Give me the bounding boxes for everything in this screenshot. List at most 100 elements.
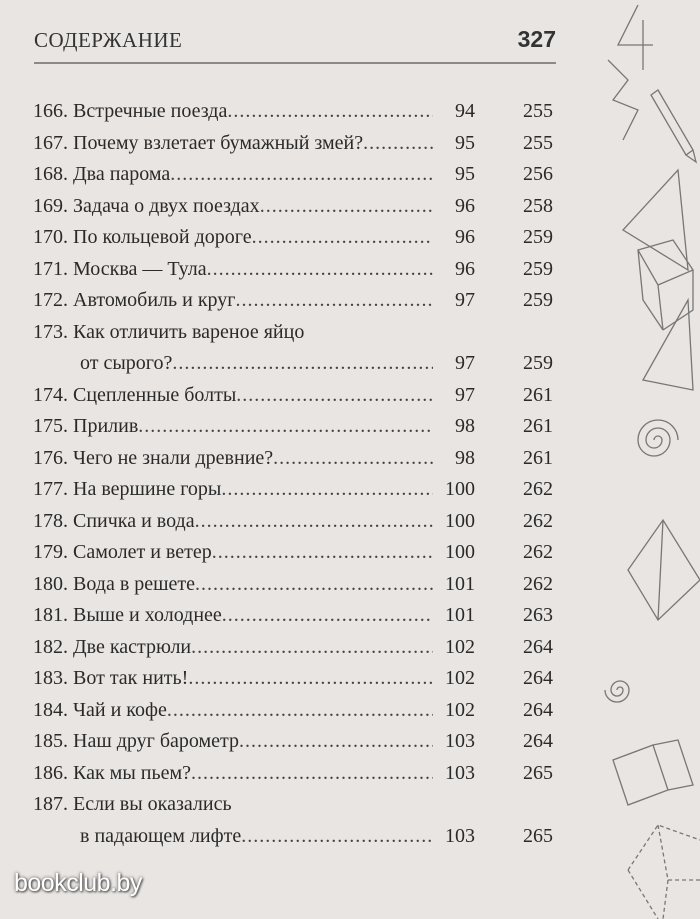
toc-entry: 176. Чего не знали древние?.............… bbox=[33, 446, 553, 478]
entry-title: 167. Почему взлетает бумажный змей? bbox=[33, 131, 364, 154]
answer-page: 264 bbox=[523, 667, 553, 689]
problem-page: 95 bbox=[455, 163, 475, 185]
answer-page: 264 bbox=[523, 730, 553, 752]
answer-page: 261 bbox=[523, 383, 553, 406]
answer-page: 264 bbox=[523, 635, 553, 658]
toc-entry: 173. Как отличить вареное яйцо bbox=[33, 320, 553, 352]
table-of-contents: 166. Встречные поезда...................… bbox=[33, 99, 553, 855]
problem-page: 96 bbox=[455, 226, 475, 248]
entry-title: 180. Вода в решете bbox=[33, 572, 196, 595]
small-spiral-doodle bbox=[604, 680, 630, 703]
entry-title: 179. Самолет и ветер bbox=[33, 541, 212, 563]
pyramid-doodle bbox=[627, 518, 700, 622]
problem-page: 100 bbox=[445, 509, 475, 532]
running-title: СОДЕРЖАНИЕ bbox=[34, 28, 183, 52]
answer-page: 265 bbox=[523, 761, 553, 784]
toc-entry: 179. Самолет и ветер....................… bbox=[33, 540, 553, 572]
entry-title: 187. Если вы оказались bbox=[33, 793, 232, 815]
spiral-doodle bbox=[637, 419, 679, 457]
entry-title: 177. На вершине горы bbox=[33, 478, 222, 500]
toc-entry: 167. Почему взлетает бумажный змей?.....… bbox=[33, 131, 553, 163]
answer-page: 262 bbox=[523, 509, 553, 532]
problem-page: 103 bbox=[445, 761, 475, 784]
problem-page: 102 bbox=[445, 698, 475, 721]
problem-page: 97 bbox=[455, 289, 475, 311]
dot-leader: ........................................… bbox=[191, 635, 433, 658]
problem-page: 97 bbox=[455, 352, 475, 374]
answer-page: 261 bbox=[523, 415, 553, 437]
answer-page: 261 bbox=[523, 446, 553, 469]
problem-page: 96 bbox=[455, 257, 475, 280]
dot-leader: ........................................… bbox=[251, 226, 433, 248]
entry-title: 174. Сцепленные болты bbox=[33, 383, 237, 406]
entry-title: 176. Чего не знали древние? bbox=[33, 446, 274, 469]
dot-leader: ........................................… bbox=[172, 352, 433, 374]
answer-page: 256 bbox=[523, 163, 553, 185]
dot-leader: ........................................… bbox=[273, 446, 433, 469]
dot-leader: ........................................… bbox=[166, 698, 433, 721]
problem-page: 100 bbox=[445, 541, 475, 563]
entry-title: в падающем лифте bbox=[80, 824, 242, 847]
answer-page: 255 bbox=[523, 100, 553, 122]
dot-leader: ........................................… bbox=[236, 383, 433, 406]
dot-leader: ........................................… bbox=[138, 415, 433, 437]
toc-entry: 178. Спичка и вода......................… bbox=[33, 509, 553, 541]
entry-title: 170. По кольцевой дороге bbox=[33, 226, 252, 248]
dot-leader: ........................................… bbox=[194, 509, 433, 532]
entry-title: 168. Два парома bbox=[33, 163, 171, 185]
polyhedron-doodle bbox=[627, 824, 700, 919]
entry-title: 186. Как мы пьем? bbox=[33, 761, 191, 784]
dot-leader: ........................................… bbox=[170, 163, 433, 185]
entry-title: 166. Встречные поезда bbox=[33, 100, 228, 122]
toc-entry-continuation: в падающем лифте........................… bbox=[33, 824, 553, 856]
entry-title: 175. Прилив bbox=[33, 415, 139, 437]
answer-page: 259 bbox=[523, 289, 553, 311]
toc-entry: 181. Выше и холоднее....................… bbox=[33, 603, 553, 635]
dot-leader: ........................................… bbox=[363, 131, 433, 154]
dot-leader: ........................................… bbox=[241, 824, 433, 847]
entry-title: 173. Как отличить вареное яйцо bbox=[33, 320, 305, 343]
problem-page: 103 bbox=[445, 730, 475, 752]
zigzag-doodle bbox=[607, 59, 639, 141]
page-number: 327 bbox=[517, 26, 556, 52]
triangle-doodle bbox=[621, 168, 689, 272]
answer-page: 255 bbox=[523, 131, 553, 154]
dot-leader: ........................................… bbox=[188, 667, 433, 689]
toc-entry: 184. Чай и кофе.........................… bbox=[33, 698, 553, 730]
dot-leader: ........................................… bbox=[259, 194, 433, 217]
answer-page: 264 bbox=[523, 698, 553, 721]
entry-title: от сырого? bbox=[80, 352, 173, 374]
toc-entry: 168. Два парома.........................… bbox=[33, 162, 553, 194]
toc-entry: 180. Вода в решете......................… bbox=[33, 572, 553, 604]
problem-page: 100 bbox=[445, 478, 475, 500]
toc-entry: 177. На вершине горы....................… bbox=[33, 477, 553, 509]
answer-page: 262 bbox=[523, 478, 553, 500]
toc-entry: 171. Москва — Тула......................… bbox=[33, 257, 553, 289]
toc-entry: 175. Прилив.............................… bbox=[33, 414, 553, 446]
toc-entry: 174. Сцепленные болты...................… bbox=[33, 383, 553, 415]
toc-entry: 170. По кольцевой дороге................… bbox=[33, 225, 553, 257]
dot-leader: ........................................… bbox=[221, 478, 433, 500]
dot-leader: ........................................… bbox=[191, 761, 433, 784]
pencil-icon bbox=[650, 89, 698, 164]
answer-page: 259 bbox=[523, 257, 553, 280]
dot-leader: ........................................… bbox=[239, 730, 433, 752]
entry-title: 181. Выше и холоднее bbox=[33, 604, 222, 626]
toc-entry: 186. Как мы пьем?.......................… bbox=[33, 761, 553, 793]
page-header: СОДЕРЖАНИЕ 327 bbox=[34, 26, 556, 56]
problem-page: 95 bbox=[455, 131, 475, 154]
entry-title: 172. Автомобиль и круг bbox=[33, 289, 236, 311]
dot-leader: ........................................… bbox=[227, 100, 433, 122]
problem-page: 97 bbox=[455, 383, 475, 406]
entry-title: 182. Две кастрюли bbox=[33, 635, 192, 658]
dot-leader: ........................................… bbox=[195, 572, 433, 595]
dot-leader: ........................................… bbox=[235, 289, 433, 311]
number-four-doodle bbox=[616, 4, 653, 70]
toc-entry: 187. Если вы оказались bbox=[33, 792, 553, 824]
problem-page: 102 bbox=[445, 667, 475, 689]
answer-page: 258 bbox=[523, 194, 553, 217]
entry-title: 171. Москва — Тула bbox=[33, 257, 207, 280]
entry-title: 178. Спичка и вода bbox=[33, 509, 195, 532]
decorative-math-doodles bbox=[604, 4, 700, 919]
problem-page: 94 bbox=[455, 100, 475, 122]
